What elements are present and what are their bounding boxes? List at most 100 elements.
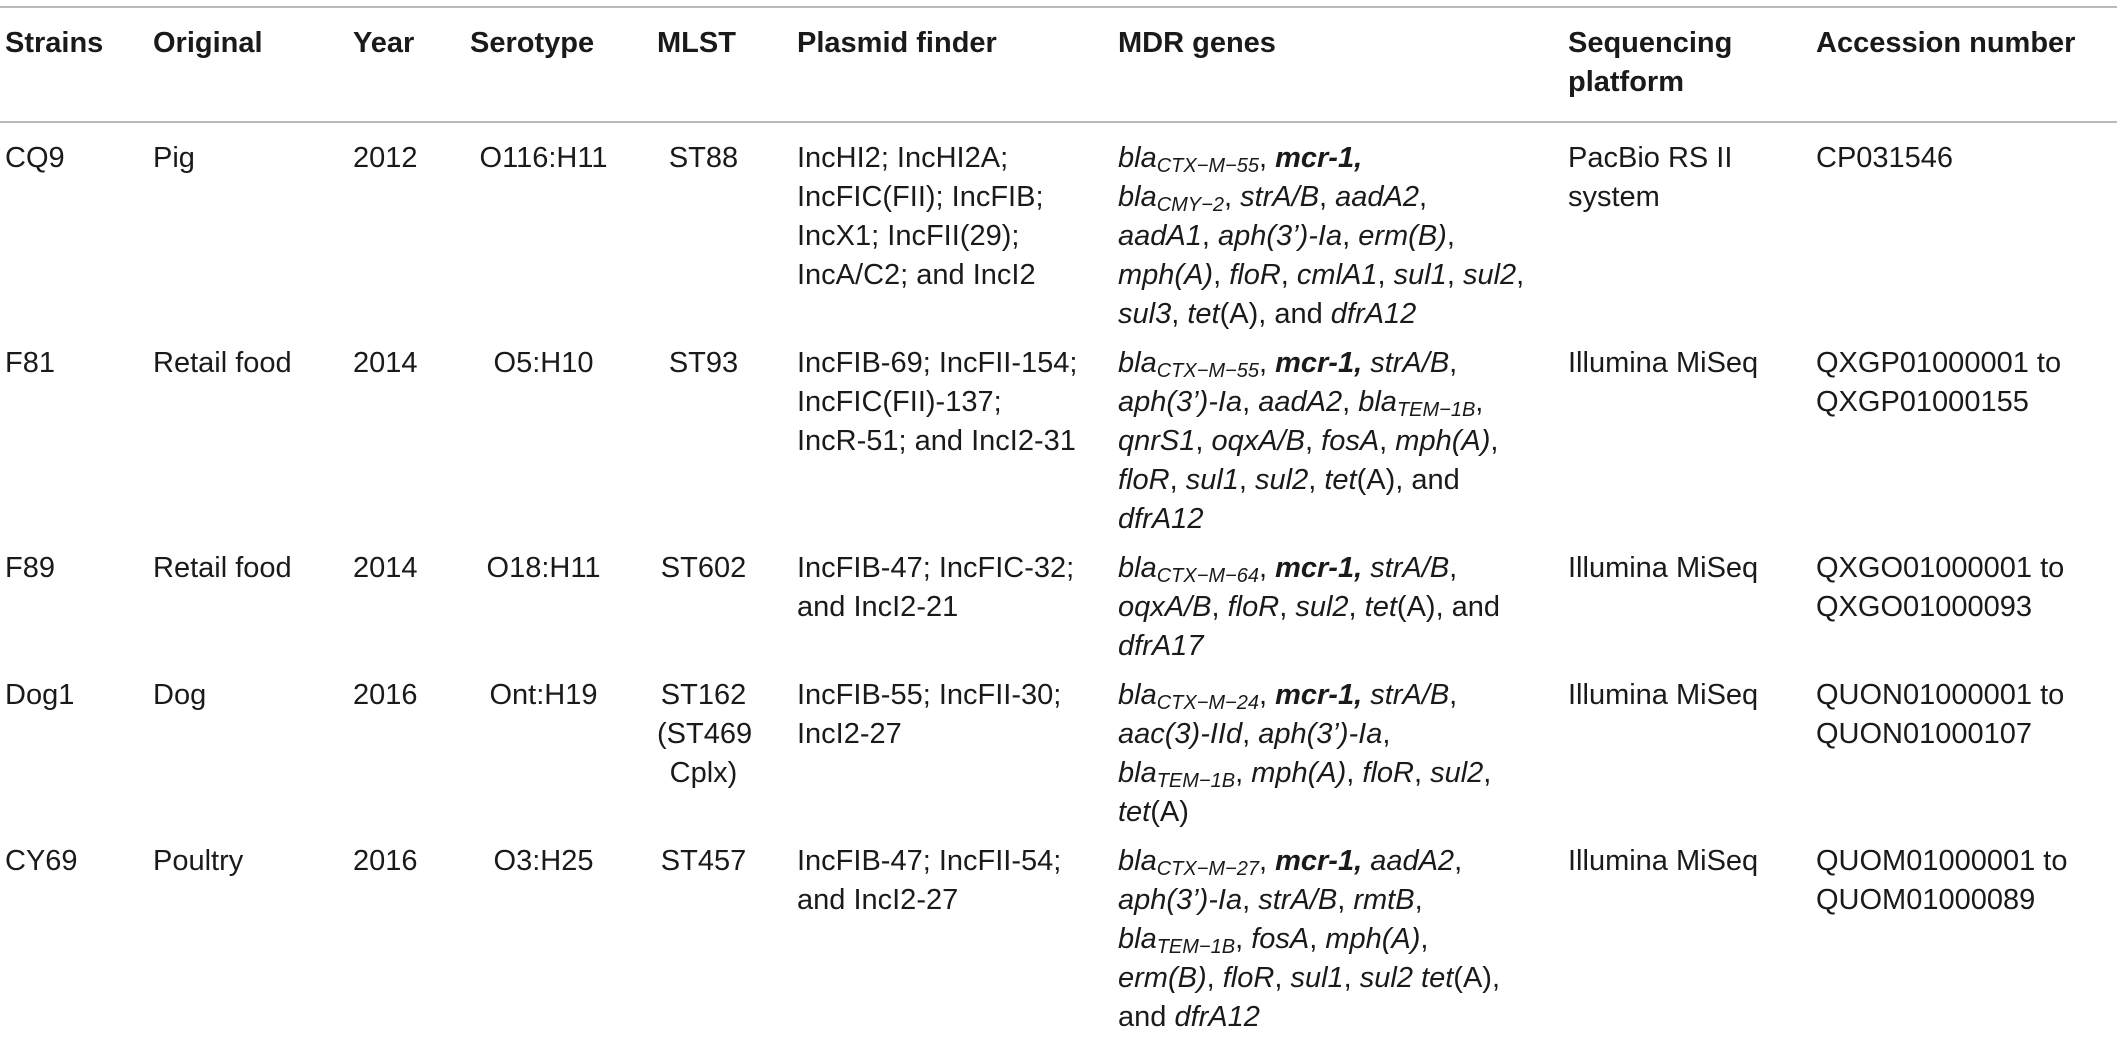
mdr-gene-subscript: CTX−M−24 (1156, 692, 1259, 714)
mdr-text: , (1195, 425, 1212, 457)
mdr-text: , (1414, 884, 1423, 916)
cell-mdr-genes: blaCTX−M−24, mcr-1, strA/B, aac(3)-IId, a… (1118, 660, 1568, 828)
cell-serotype: O5:H10 (470, 328, 657, 533)
mdr-gene: floR (1223, 962, 1275, 994)
mdr-gene: blaCTX−M−64 (1118, 552, 1259, 586)
mdr-text: (A) (1150, 796, 1189, 828)
table-header-row: Strains Original Year Serotype MLST Plas… (0, 8, 2117, 123)
mdr-gene-subscript: TEM−1B (1156, 936, 1236, 958)
mdr-gene: sul1 (1186, 464, 1239, 496)
mdr-text: , (1258, 679, 1276, 711)
mdr-text: , (1258, 552, 1276, 584)
cell-mdr-genes: blaCTX−M−55, mcr-1, strA/B, aph(3’)-Ia, a… (1118, 328, 1568, 535)
mdr-line: aac(3)-IId, aph(3’)-Ia, (1118, 715, 1568, 754)
mdr-text: , (1258, 347, 1276, 379)
mdr-text (1362, 552, 1370, 584)
mdr-text: (A), and (1356, 464, 1460, 496)
mlst-line: ST162 (660, 679, 747, 711)
mdr-line: aadA1, aph(3’)-Ia, erm(B), (1118, 217, 1568, 256)
mdr-text: , (1274, 962, 1291, 994)
cell-original: Pig (153, 123, 353, 328)
mdr-gene: fosA (1251, 923, 1309, 955)
mdr-text: , (1382, 718, 1391, 750)
original-line: Dog (153, 679, 207, 711)
mdr-line: tet(A) (1118, 793, 1568, 832)
cell-serotype: Ont:H19 (470, 660, 657, 826)
mlst-line: Cplx) (669, 757, 738, 789)
mdr-gene-name: aadA1 (1118, 220, 1202, 252)
mdr-text: , (1169, 464, 1186, 496)
mdr-gene-name: erm(B) (1358, 220, 1447, 252)
mdr-gene-name: aadA2 (1258, 386, 1343, 418)
mdr-gene-name: aac(3)-IId (1118, 718, 1243, 750)
cell-serotype: O3:H25 (470, 826, 657, 1036)
cell-plasmid-finder: IncFIB-47; IncFII-54; and IncI2-27 (797, 826, 1118, 1036)
mdr-line: aph(3’)-Ia, strA/B, rmtB, (1118, 881, 1568, 920)
mdr-text (1362, 347, 1370, 379)
mdr-gene-name: bla (1358, 386, 1397, 418)
mdr-gene: dfrA12 (1331, 298, 1416, 330)
mdr-gene-name: aph(3’)-Ia (1118, 386, 1243, 418)
mdr-line: blaCTX−M−24, mcr-1, strA/B, (1118, 676, 1568, 715)
mdr-gene-name: bla (1118, 552, 1157, 584)
cell-year: 2014 (353, 328, 470, 533)
mdr-text: , (1201, 220, 1218, 252)
mdr-gene-name: tet (1364, 591, 1397, 623)
mdr-gene: blaCTX−M−55 (1118, 142, 1259, 176)
mdr-text: , (1483, 757, 1492, 789)
mdr-text: , (1171, 298, 1188, 330)
mdr-text: , (1379, 425, 1396, 457)
mdr-gene-name: aph(3’)-Ia (1118, 884, 1243, 916)
mdr-gene-name: floR (1222, 962, 1275, 994)
mdr-gene-name: aph(3’)-Ia (1258, 718, 1383, 750)
cell-plasmid-finder: IncFIB-47; IncFIC-32; and IncI2-21 (797, 533, 1118, 660)
mlst-line: ST93 (668, 347, 739, 379)
mdr-text: (A), and (1219, 298, 1331, 330)
mdr-gene-bold: mcr-1, (1275, 679, 1363, 711)
cell-accession-number: QUON01000001 to QUON01000107 (1816, 660, 2117, 826)
mdr-text: , (1348, 591, 1365, 623)
year-line: 2016 (353, 679, 418, 711)
mdr-gene: tet (1324, 464, 1356, 496)
mdr-gene-subscript: CTX−M−27 (1156, 858, 1259, 880)
mdr-text: , (1446, 259, 1463, 291)
mdr-line: dfrA12 (1118, 500, 1568, 539)
mdr-gene: blaCTX−M−27 (1118, 845, 1259, 880)
mdr-gene: blaCTX−M−24 (1118, 679, 1259, 714)
mdr-gene: mph(A) (1395, 425, 1490, 457)
mdr-gene-name: sul1 (1185, 464, 1239, 496)
platform-line: Illumina MiSeq (1568, 845, 1759, 877)
accession-line: QXGP01000001 to (1816, 347, 2062, 379)
mdr-text: , (1419, 181, 1428, 213)
serotype-line: O3:H25 (493, 845, 594, 877)
cell-original: Retail food (153, 533, 353, 660)
mdr-gene: aph(3’)-Ia (1118, 884, 1242, 916)
mdr-gene: mph(A) (1251, 757, 1346, 789)
mlst-line: (ST469 (657, 718, 753, 750)
mdr-text: , (1280, 259, 1297, 291)
cell-mlst: ST88 (657, 123, 797, 328)
mdr-gene-name: dfrA12 (1174, 1001, 1260, 1033)
accession-line: QUOM01000001 to (1816, 845, 2068, 877)
plasmid-line: IncFIB-47; IncFII-54; (797, 845, 1062, 877)
header-strains: Strains (5, 27, 104, 59)
cell-year: 2016 (353, 660, 470, 826)
mdr-gene-name: bla (1118, 845, 1157, 877)
mdr-text: , (1490, 425, 1499, 457)
table-row: Dog1 Dog 2016 Ont:H19 ST162 (ST469 Cplx) IncFIB… (0, 660, 2117, 828)
mdr-text: , (1223, 181, 1241, 213)
table-row: F81 Retail food 2014 O5:H10 ST93 IncFIB-69; I… (0, 328, 2117, 535)
strain-line: F81 (5, 347, 55, 379)
mdr-text: , (1305, 425, 1322, 457)
mdr-gene: blaTEM−1B (1118, 923, 1236, 958)
table-body: CQ9 Pig 2012 O116:H11 ST88 IncHI2; IncHI2A; In… (0, 123, 2117, 1036)
mdr-gene: aadA2 (1258, 386, 1342, 418)
mdr-gene-name: bla (1118, 142, 1157, 174)
mlst-line: ST602 (660, 552, 747, 584)
mdr-line: and dfrA12 (1118, 998, 1568, 1037)
mdr-line: oqxA/B, floR, sul2, tet(A), and (1118, 588, 1568, 627)
mdr-gene-name: bla (1118, 181, 1157, 213)
plasmid-line: and IncI2-27 (797, 884, 959, 916)
original-line: Poultry (153, 845, 244, 877)
mdr-line: mph(A), floR, cmlA1, sul1, sul2, (1118, 256, 1568, 295)
